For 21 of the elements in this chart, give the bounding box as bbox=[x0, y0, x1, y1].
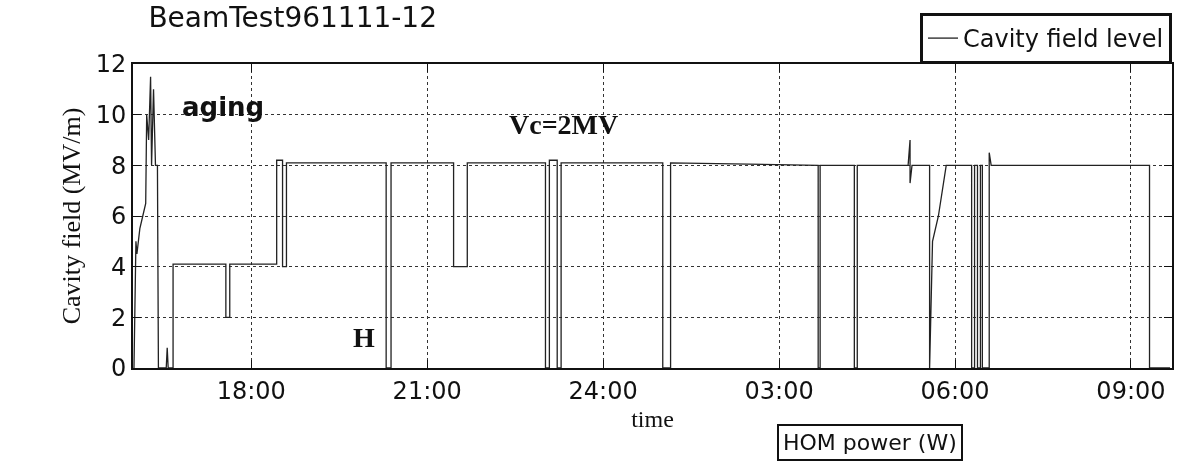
text: HOM power (W) bbox=[783, 430, 957, 455]
y-tick-label: 4 bbox=[110, 253, 127, 282]
y-axis-title: Cavity field (MV/m) bbox=[56, 107, 86, 325]
y-tick-label: 8 bbox=[110, 151, 127, 180]
x-tick-label: 09:00 bbox=[1096, 376, 1166, 405]
x-tick-label: 24:00 bbox=[568, 376, 638, 405]
y-tick-label: 0 bbox=[110, 354, 127, 383]
y-tick-label: 6 bbox=[110, 202, 127, 231]
x-tick-label: 18:00 bbox=[216, 376, 286, 405]
annotation: aging bbox=[182, 92, 265, 122]
annotation: H bbox=[353, 322, 375, 353]
x-tick-label: 06:00 bbox=[920, 376, 990, 405]
annotation: Vc=2MV bbox=[509, 109, 619, 140]
y-tick-label: 2 bbox=[110, 303, 127, 332]
x-tick-label: 21:00 bbox=[392, 376, 462, 405]
x-axis-title: time bbox=[631, 405, 674, 432]
chart-title: BeamTest961111-12 bbox=[148, 0, 438, 34]
legend-label: Cavity field level bbox=[963, 25, 1164, 54]
y-tick-label: 10 bbox=[95, 101, 127, 130]
x-tick-label: 03:00 bbox=[744, 376, 814, 405]
y-tick-label: 12 bbox=[95, 50, 127, 79]
